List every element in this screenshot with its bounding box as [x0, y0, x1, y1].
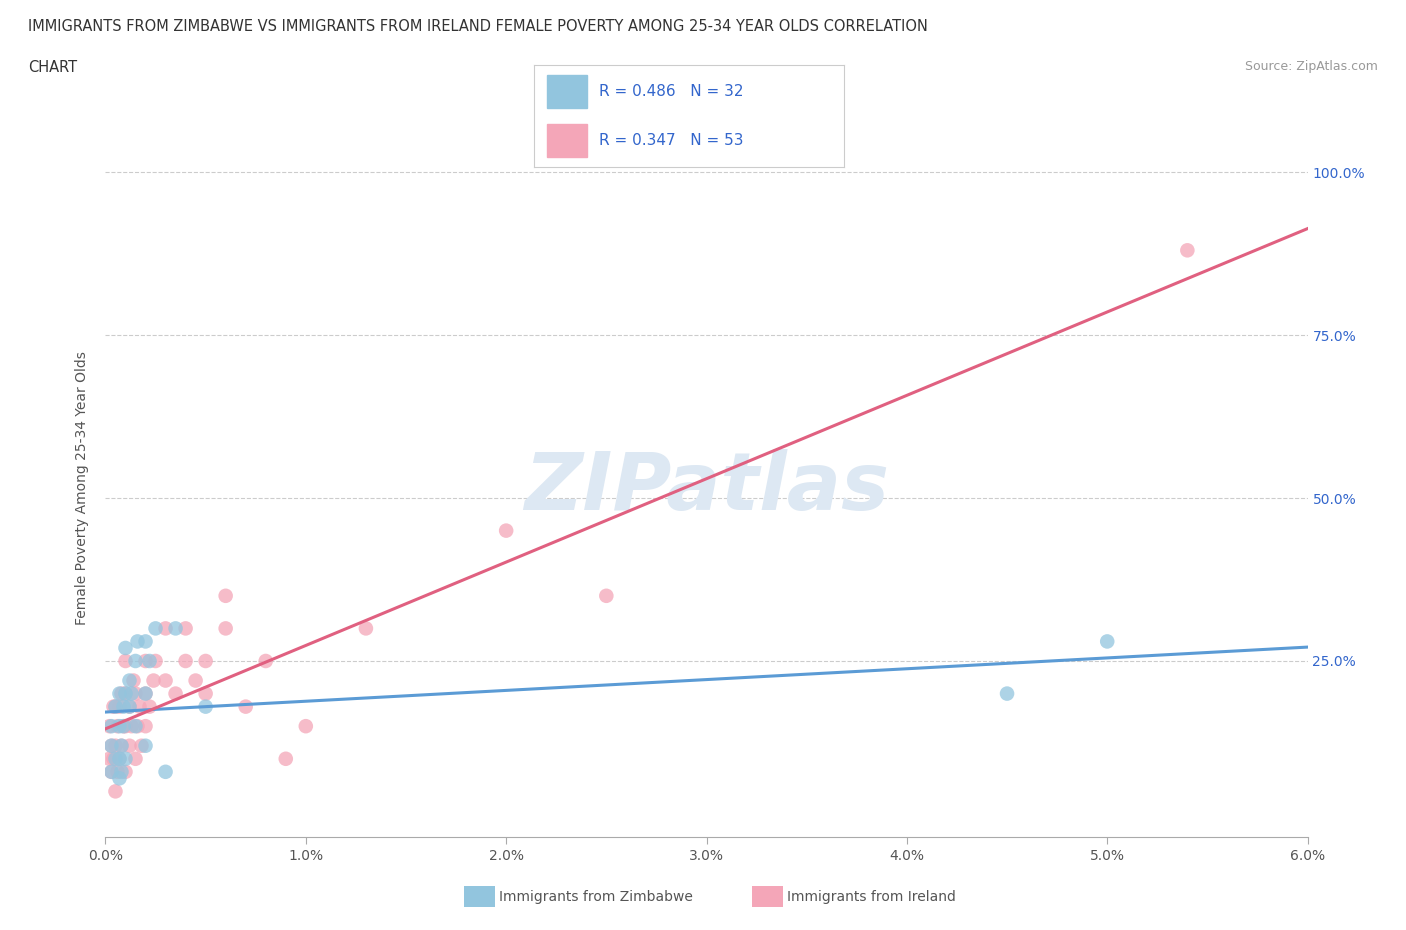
Point [98, 719, 121, 734]
Point [135, 686, 157, 701]
Point [122, 673, 145, 688]
Point [155, 764, 177, 779]
Point [100, 764, 122, 779]
Point [194, 654, 217, 669]
Point [103, 751, 125, 766]
Point [110, 686, 132, 701]
Point [110, 738, 132, 753]
Point [124, 654, 146, 669]
Text: IMMIGRANTS FROM ZIMBABWE VS IMMIGRANTS FROM IRELAND FEMALE POVERTY AMONG 25-34 Y: IMMIGRANTS FROM ZIMBABWE VS IMMIGRANTS F… [28, 19, 928, 33]
Point [135, 654, 157, 669]
Point [174, 621, 197, 636]
Point [135, 738, 157, 753]
Point [104, 699, 127, 714]
Point [100, 738, 122, 753]
Point [108, 751, 131, 766]
Point [118, 673, 141, 688]
Point [114, 719, 136, 734]
Point [110, 764, 132, 779]
Point [295, 719, 318, 734]
Point [100, 764, 122, 779]
Text: Immigrants from Ireland: Immigrants from Ireland [787, 889, 956, 904]
Point [124, 686, 146, 701]
Point [118, 699, 141, 714]
Point [104, 784, 127, 799]
Point [194, 686, 217, 701]
Point [108, 719, 131, 734]
Point [107, 764, 129, 779]
Point [214, 589, 236, 604]
Point [98, 751, 121, 766]
Text: Immigrants from Zimbabwe: Immigrants from Zimbabwe [499, 889, 693, 904]
Point [142, 673, 165, 688]
Point [124, 751, 146, 766]
Point [354, 621, 377, 636]
Point [103, 699, 125, 714]
Point [155, 673, 177, 688]
Point [995, 686, 1018, 701]
Point [104, 738, 127, 753]
Point [121, 719, 143, 734]
Point [138, 654, 160, 669]
Point [135, 634, 157, 649]
Point [114, 686, 136, 701]
Point [274, 751, 297, 766]
Point [114, 641, 136, 656]
Text: ZIPatlas: ZIPatlas [524, 449, 889, 527]
Point [108, 686, 131, 701]
Point [495, 524, 517, 538]
Point [110, 738, 132, 753]
Point [100, 719, 122, 734]
Point [114, 686, 136, 701]
Text: CHART: CHART [28, 60, 77, 75]
Point [145, 621, 167, 636]
Text: Source: ZipAtlas.com: Source: ZipAtlas.com [1244, 60, 1378, 73]
Point [138, 699, 160, 714]
Point [184, 673, 207, 688]
Text: R = 0.347   N = 53: R = 0.347 N = 53 [599, 133, 744, 148]
Point [121, 686, 143, 701]
Point [118, 699, 141, 714]
Bar [547, 125, 586, 157]
Point [114, 764, 136, 779]
Point [107, 719, 129, 734]
Point [112, 699, 135, 714]
Point [104, 751, 127, 766]
Point [194, 699, 217, 714]
Point [128, 699, 150, 714]
Point [165, 686, 187, 701]
Point [1175, 243, 1198, 258]
Point [214, 621, 236, 636]
Text: R = 0.486   N = 32: R = 0.486 N = 32 [599, 85, 744, 100]
Y-axis label: Female Poverty Among 25-34 Year Olds: Female Poverty Among 25-34 Year Olds [76, 352, 90, 625]
Point [127, 634, 149, 649]
Point [108, 771, 131, 786]
Point [114, 751, 136, 766]
Point [112, 719, 135, 734]
Point [114, 654, 136, 669]
Point [108, 699, 131, 714]
Bar [547, 75, 586, 108]
Point [165, 621, 187, 636]
Point [118, 738, 141, 753]
Point [595, 589, 617, 604]
Point [235, 699, 257, 714]
Point [135, 719, 157, 734]
Point [145, 654, 167, 669]
Point [112, 719, 135, 734]
Point [155, 621, 177, 636]
Point [124, 719, 146, 734]
Point [127, 719, 149, 734]
Point [100, 738, 122, 753]
Point [108, 751, 131, 766]
Point [104, 699, 127, 714]
Point [135, 686, 157, 701]
Point [254, 654, 277, 669]
Point [131, 738, 153, 753]
Point [1097, 634, 1119, 649]
Point [174, 654, 197, 669]
